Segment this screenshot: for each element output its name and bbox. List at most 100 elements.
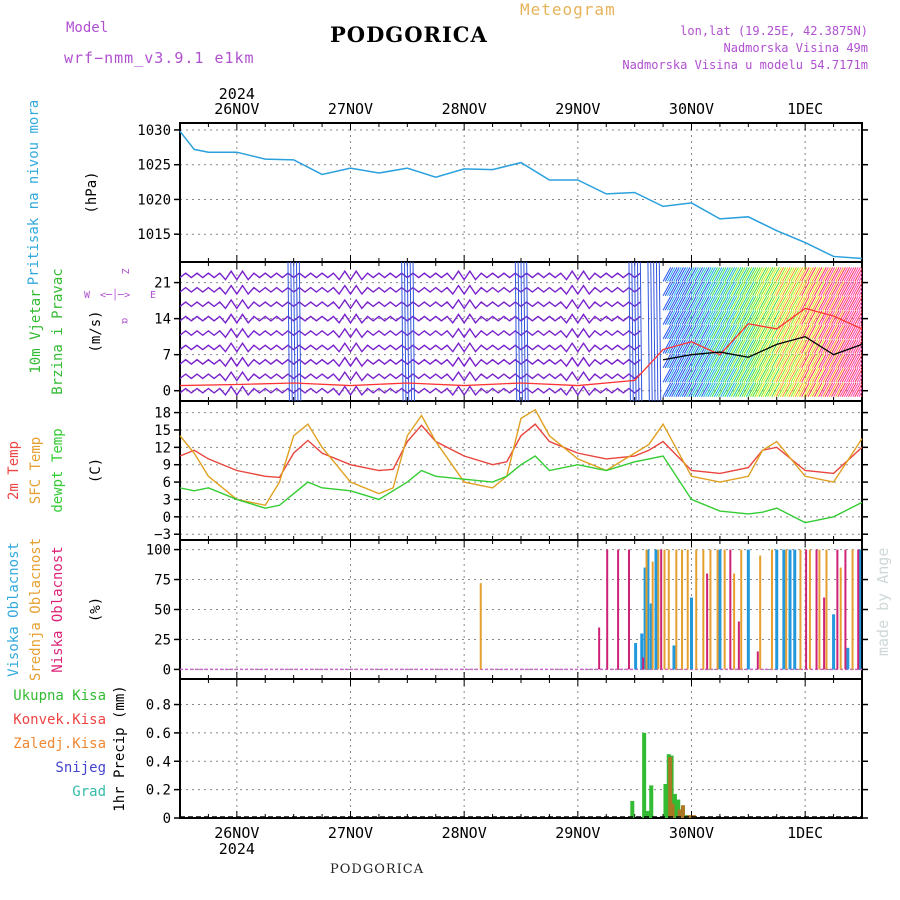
cloud-bar (660, 549, 663, 670)
wind-barb (779, 281, 789, 297)
wind-barb (756, 382, 765, 397)
wind-barb (737, 339, 746, 354)
wind-barb (760, 281, 770, 297)
wind-barb (662, 382, 672, 397)
cloud-bar (799, 549, 802, 670)
wind-barb (796, 353, 806, 369)
wind-barb (683, 382, 693, 397)
wind-barb (406, 262, 410, 401)
wind-barb (856, 314, 862, 325)
day-label-bottom: 1DEC (787, 824, 823, 842)
wind-barb (696, 267, 706, 282)
wind-barb (747, 353, 757, 369)
cloud-bar (617, 549, 620, 670)
y-tick-label: 0.4 (146, 754, 171, 770)
wind-barb (820, 267, 829, 282)
wind-barb (713, 295, 723, 311)
compass-n: Z (119, 268, 130, 274)
panel-precipitation: 0 0.2 0.4 0.6 0.8 1hr Precip (mm) (112, 678, 868, 827)
wind-barb (835, 324, 844, 340)
wind-barb (688, 368, 697, 383)
wind-barb (662, 281, 672, 297)
wind-barb (722, 353, 731, 369)
y-axis-label: (C) (88, 458, 104, 483)
altitude: Nadmorska Visina 49m (723, 41, 869, 55)
cloud-bar (690, 597, 693, 670)
y-tick-label: 0.2 (146, 783, 171, 799)
wind-barb (707, 295, 716, 311)
wind-barb (858, 332, 862, 340)
cloud-bar (825, 549, 828, 670)
wind-barb (713, 281, 723, 297)
cloud-bar (709, 549, 712, 670)
wind-barb (745, 281, 755, 297)
wind-barb (828, 295, 838, 311)
wind-barb (662, 324, 672, 340)
cloud-bar (598, 627, 601, 670)
wind-barb (756, 281, 765, 297)
cloud-bar (654, 549, 658, 670)
wind-barb (773, 339, 782, 354)
wind-barb (679, 324, 689, 340)
wind-barb (837, 382, 846, 397)
wind-barb (784, 339, 793, 354)
wind-barb (775, 324, 785, 340)
wind-barb (677, 310, 687, 325)
wind-barb (514, 262, 518, 401)
wind-barb (811, 382, 821, 397)
wind-barb-row (180, 342, 641, 353)
wind-barb (662, 295, 672, 311)
wind-barb (850, 310, 859, 325)
credit-watermark: made by Angel (874, 548, 892, 656)
legend-item: Konvek.Kisa (13, 712, 106, 728)
wind-barb (801, 295, 810, 311)
wind-barb (688, 281, 697, 297)
wind-barb (833, 267, 842, 282)
wind-barb (843, 295, 853, 311)
wind-barb (790, 368, 799, 383)
wind-barb (824, 368, 834, 383)
wind-barb (858, 361, 862, 369)
cloud-bar (746, 549, 750, 670)
wind-barb (709, 267, 718, 282)
y-axis-label: 1hr Precip (mm) (112, 685, 128, 811)
wind-barb (843, 382, 853, 397)
wind-barb (818, 324, 827, 340)
wind-barb (762, 382, 772, 397)
wind-barb (767, 295, 776, 311)
wind-barb (811, 295, 821, 311)
compass-arrows: <─│─> (100, 288, 130, 301)
cloud-bar (643, 567, 647, 670)
wind-barb (713, 353, 723, 369)
wind-barb (820, 281, 829, 297)
coordinates: lon,lat (19.25E, 42.3875N) (680, 24, 868, 38)
wind-barb (756, 310, 765, 325)
wind-barb (841, 267, 851, 282)
wind-barb-row (180, 370, 641, 382)
wind-barb (694, 382, 704, 397)
wind-barb (747, 310, 757, 325)
wind-barb (822, 324, 831, 340)
wind-barb (852, 353, 861, 369)
wind-barb (703, 281, 712, 297)
wind-barb (293, 262, 296, 401)
wind-barb (745, 295, 755, 311)
wind-barb (732, 281, 742, 297)
wind-barb (698, 368, 708, 383)
wind-barb (713, 324, 723, 340)
wind-barb (822, 310, 831, 325)
y-tick-label: 7 (163, 348, 171, 364)
wind-barb (775, 281, 785, 297)
wind-barb (843, 368, 853, 383)
wind-barb (777, 353, 787, 369)
wind-barb (803, 281, 812, 297)
wind-barb (816, 267, 825, 282)
wind-barb (760, 310, 770, 325)
wind-barb (696, 324, 706, 340)
wind-barb (677, 339, 687, 354)
wind-barb (412, 262, 415, 401)
wind-barb (758, 382, 768, 397)
wind-barb (809, 339, 819, 354)
wind-barb (728, 339, 738, 354)
wind-barb (837, 295, 846, 311)
